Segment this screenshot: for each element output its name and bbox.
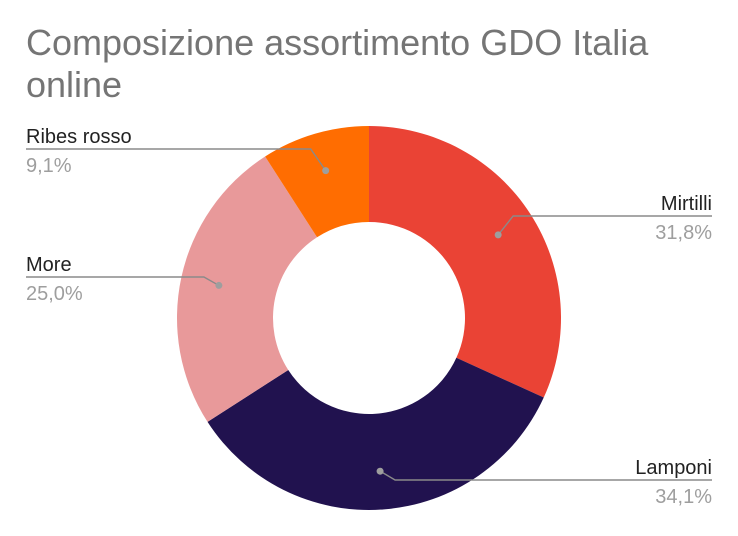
leader-mirtilli xyxy=(494,215,712,239)
slice-lamponi xyxy=(207,357,544,511)
label-name-ribes-rosso: Ribes rosso xyxy=(26,126,132,148)
label-pct-ribes-rosso: 9,1% xyxy=(26,155,72,177)
label-pct-lamponi: 34,1% xyxy=(655,486,712,508)
label-pct-more: 25,0% xyxy=(26,283,83,305)
label-pct-mirtilli: 31,8% xyxy=(655,222,712,244)
label-name-mirtilli: Mirtilli xyxy=(661,193,712,215)
leader-line-group xyxy=(26,148,712,481)
label-name-lamponi: Lamponi xyxy=(635,457,712,479)
label-name-more: More xyxy=(26,254,72,276)
leader-ribes-rosso xyxy=(26,148,330,175)
slice-more xyxy=(177,156,318,422)
chart-title: Composizione assortimento GDO Italia onl… xyxy=(26,22,649,105)
label-group: Mirtilli 31,8% Lamponi 34,1% More 25,0% Ribes … xyxy=(26,126,712,508)
slice-group xyxy=(177,126,562,511)
leader-lamponi xyxy=(376,467,712,481)
leader-more xyxy=(26,276,223,289)
slice-ribes-rosso xyxy=(265,126,369,238)
slice-mirtilli xyxy=(369,126,562,398)
